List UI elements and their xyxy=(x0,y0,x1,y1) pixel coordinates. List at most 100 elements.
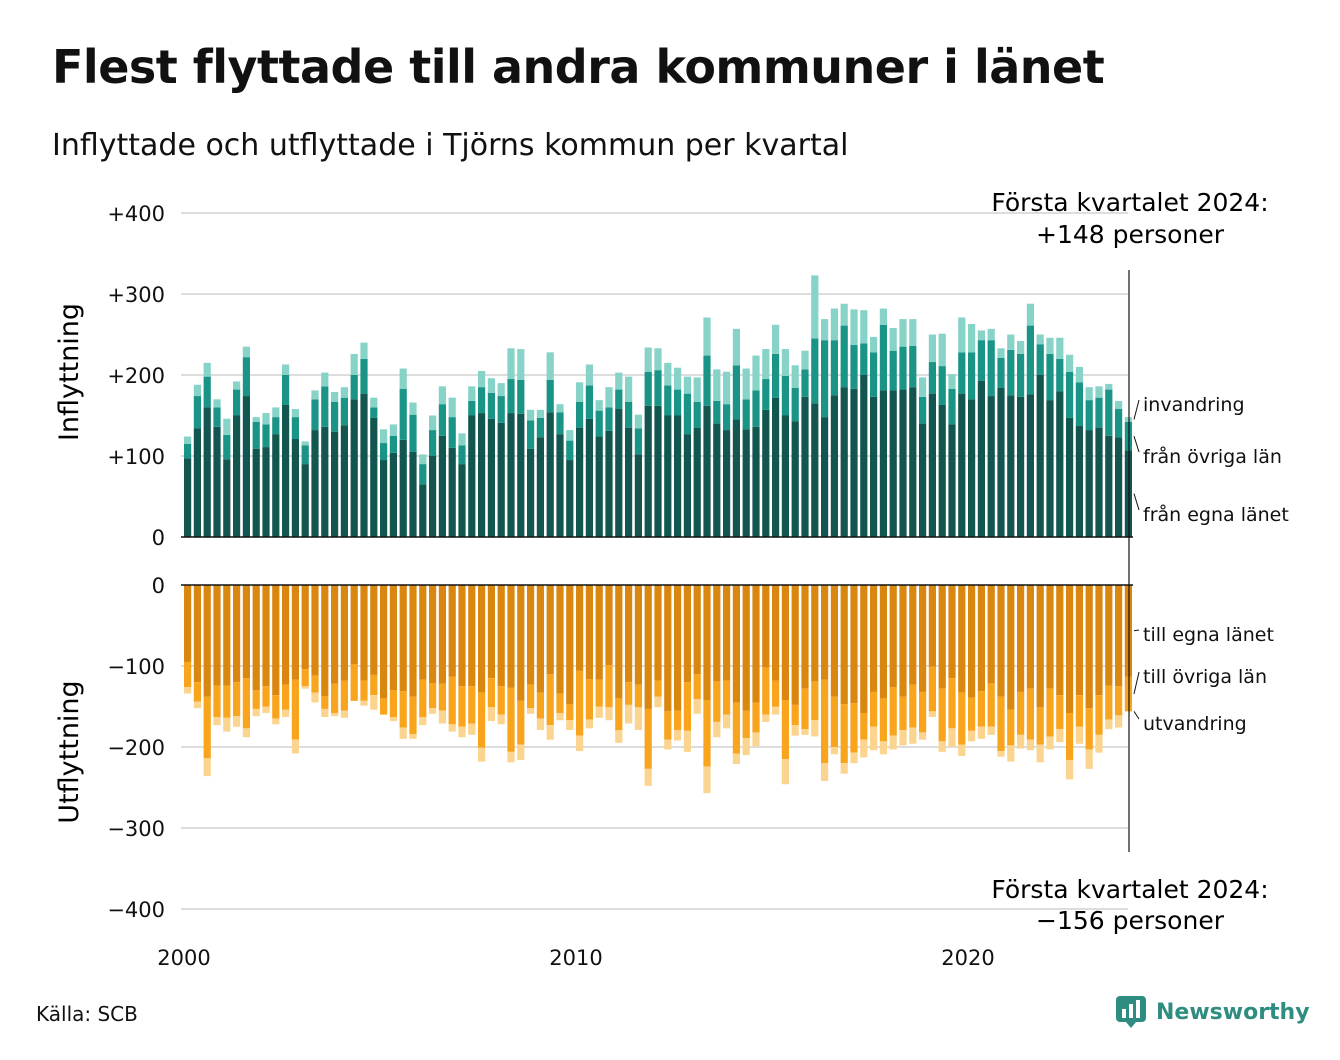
bar-in-segment xyxy=(1115,437,1123,537)
bar-out-segment xyxy=(536,692,544,719)
bar-in-segment xyxy=(732,419,740,537)
bar-out-segment xyxy=(850,585,858,704)
bar-out-segment xyxy=(497,585,505,687)
bar-in-segment xyxy=(899,346,907,390)
bar-in-segment xyxy=(781,415,789,537)
bar-in-segment xyxy=(478,387,486,414)
bar-in-segment xyxy=(928,362,936,394)
newsworthy-logo-icon xyxy=(1116,996,1146,1028)
bar-in-segment xyxy=(801,396,809,537)
newsworthy-logo[interactable]: Newsworthy xyxy=(1116,996,1310,1028)
bar-in-segment xyxy=(801,369,809,397)
series-label: utvandring xyxy=(1143,713,1247,735)
bar-in-segment xyxy=(409,402,417,415)
bar-in-segment xyxy=(742,399,750,430)
bar-in-segment xyxy=(674,367,682,390)
bar-in-segment xyxy=(850,388,858,537)
bar-out-segment xyxy=(517,744,525,760)
bar-in-segment xyxy=(1017,340,1025,354)
bar-out-segment xyxy=(830,585,838,697)
bar-in-segment xyxy=(389,424,397,436)
bar-out-segment xyxy=(605,665,613,708)
bar-out-segment xyxy=(233,682,241,717)
bar-in-segment xyxy=(262,413,270,425)
bar-in-segment xyxy=(419,464,427,485)
bar-out-segment xyxy=(909,727,917,744)
bar-out-segment xyxy=(370,695,378,710)
bar-out-segment xyxy=(556,712,564,721)
bar-out-segment xyxy=(1007,585,1015,710)
bar-in-segment xyxy=(438,404,446,436)
bar-out-segment xyxy=(291,585,299,680)
bar-in-segment xyxy=(1046,337,1054,354)
bar-out-segment xyxy=(870,726,878,751)
bar-out-segment xyxy=(448,676,456,725)
bar-in-segment xyxy=(595,400,603,411)
bar-out-segment xyxy=(693,699,701,714)
series-leader-line xyxy=(1133,629,1140,632)
bar-in-segment xyxy=(595,436,603,537)
bar-in-segment xyxy=(242,357,250,397)
bar-in-segment xyxy=(997,387,1005,537)
bar-out-segment xyxy=(272,695,280,719)
bar-in-segment xyxy=(566,460,574,537)
bar-out-segment xyxy=(703,585,711,701)
bar-in-segment xyxy=(282,375,290,405)
bar-out-segment xyxy=(781,700,789,760)
bar-in-segment xyxy=(291,417,299,439)
bar-out-segment xyxy=(213,685,221,718)
bar-in-segment xyxy=(311,399,319,431)
bar-out-segment xyxy=(683,730,691,752)
y-tick-label-bottom: 0 xyxy=(152,574,165,598)
bar-out-segment xyxy=(527,684,535,709)
bar-out-segment xyxy=(762,585,770,668)
bar-in-segment xyxy=(919,377,927,397)
bar-in-segment xyxy=(870,352,878,397)
bar-in-segment xyxy=(615,409,623,537)
series-leader-line xyxy=(1133,671,1140,695)
bar-in-segment xyxy=(889,350,897,391)
bar-in-segment xyxy=(1007,334,1015,350)
bar-in-segment xyxy=(350,399,358,537)
bar-in-segment xyxy=(742,368,750,400)
bar-in-segment xyxy=(742,429,750,537)
series-leader-line xyxy=(1133,711,1140,720)
bar-in-segment xyxy=(233,381,241,390)
bar-in-segment xyxy=(282,364,290,375)
bar-out-segment xyxy=(1066,585,1074,713)
bar-in-segment xyxy=(233,389,241,416)
bar-out-segment xyxy=(1026,585,1034,689)
bar-out-segment xyxy=(928,711,936,718)
bar-in-segment xyxy=(301,441,309,446)
bar-out-segment xyxy=(507,687,515,752)
bar-out-segment xyxy=(742,710,750,739)
bar-out-segment xyxy=(282,684,290,710)
bar-in-segment xyxy=(311,430,319,537)
bar-in-segment xyxy=(527,409,535,421)
bar-in-segment xyxy=(781,375,789,416)
bar-in-segment xyxy=(830,340,838,396)
bar-in-segment xyxy=(399,439,407,537)
bar-in-segment xyxy=(507,379,515,414)
bar-in-segment xyxy=(576,427,584,537)
bar-out-segment xyxy=(723,680,731,715)
bar-in-segment xyxy=(321,426,329,537)
bar-out-segment xyxy=(399,691,407,728)
bar-out-segment xyxy=(1046,736,1054,750)
bar-in-segment xyxy=(419,454,427,465)
bar-in-segment xyxy=(644,347,652,372)
bar-in-segment xyxy=(193,384,201,397)
bar-out-segment xyxy=(742,585,750,711)
bar-in-segment xyxy=(860,375,868,537)
bar-in-segment xyxy=(605,387,613,408)
bar-in-segment xyxy=(870,396,878,537)
bar-out-segment xyxy=(987,726,995,735)
bar-in-segment xyxy=(360,342,368,359)
bar-out-segment xyxy=(683,585,691,683)
bar-in-segment xyxy=(340,425,348,537)
bar-out-segment xyxy=(948,585,956,679)
bar-out-segment xyxy=(713,585,721,682)
bar-in-segment xyxy=(223,459,231,537)
bar-out-segment xyxy=(546,725,554,740)
bar-in-segment xyxy=(703,405,711,537)
